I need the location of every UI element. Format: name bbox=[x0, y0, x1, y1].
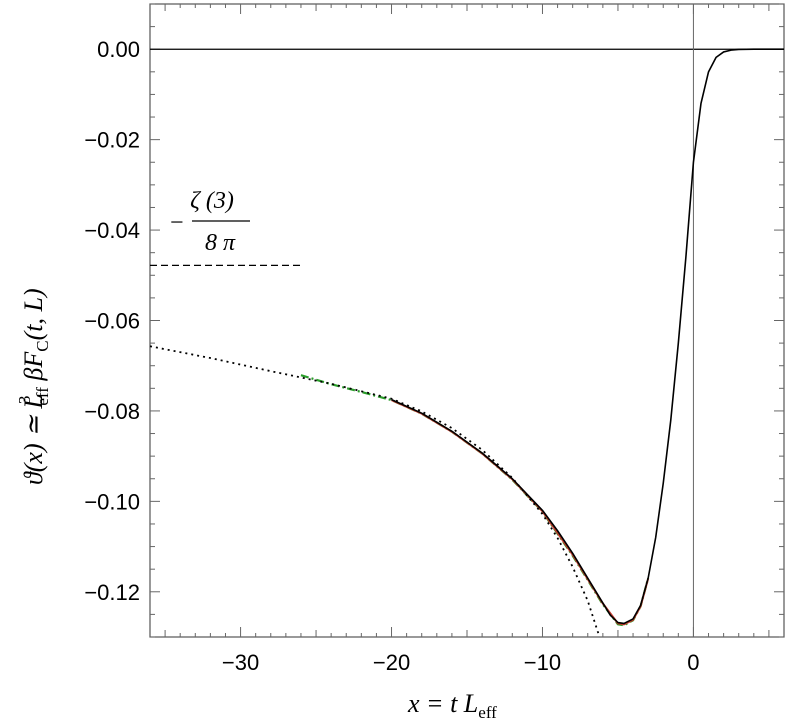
y-tick-label: −0.02 bbox=[84, 128, 140, 153]
x-tick-label: −20 bbox=[373, 650, 410, 675]
x-axis-label-sub: eff bbox=[478, 703, 497, 722]
series-group bbox=[149, 48, 784, 634]
y-tick-label: −0.12 bbox=[84, 580, 140, 605]
y-axis-label-sup: 3 bbox=[15, 396, 34, 405]
annotation-minus: − bbox=[170, 210, 184, 236]
y-tick-label: 0.00 bbox=[97, 37, 140, 62]
y-axis-label-part2: βF bbox=[19, 351, 48, 387]
ticks bbox=[150, 3, 784, 638]
annotation-denominator: 8 π bbox=[205, 230, 236, 256]
y-tick-label: −0.06 bbox=[84, 309, 140, 334]
series-line-3 bbox=[391, 399, 650, 626]
annotation-numerator: ζ (3) bbox=[190, 188, 234, 214]
x-tick-label: −30 bbox=[222, 650, 259, 675]
tick-labels: −30 −20 −10 0 0.00 −0.02 −0.04 −0.06 −0.08 −0.10 −… bbox=[84, 37, 699, 675]
y-axis-label-part1: ϑ(x) ≃ L bbox=[19, 394, 48, 485]
y-tick-label: −0.04 bbox=[84, 218, 140, 243]
x-axis-label: x = t Leff bbox=[407, 689, 497, 722]
reference-lines bbox=[150, 4, 784, 637]
y-axis-label-part3: (t, L) bbox=[19, 288, 48, 340]
zeta-annotation: − ζ (3) 8 π bbox=[170, 188, 250, 256]
x-tick-label: 0 bbox=[687, 650, 699, 675]
series-line-2 bbox=[300, 374, 650, 627]
y-axis-label-sub2: C bbox=[33, 340, 52, 351]
y-tick-label: −0.10 bbox=[84, 489, 140, 514]
x-tick-label: −10 bbox=[524, 650, 561, 675]
y-tick-label: −0.08 bbox=[84, 399, 140, 424]
plot-frame bbox=[149, 3, 785, 638]
series-line-1 bbox=[149, 345, 600, 634]
y-axis-label-sub1: eff bbox=[33, 387, 52, 406]
y-axis-label: ϑ(x) ≃ L3eff βFC(t, L) bbox=[15, 288, 52, 485]
x-axis-label-main: x = t L bbox=[407, 689, 478, 718]
series-line-0 bbox=[391, 48, 784, 625]
